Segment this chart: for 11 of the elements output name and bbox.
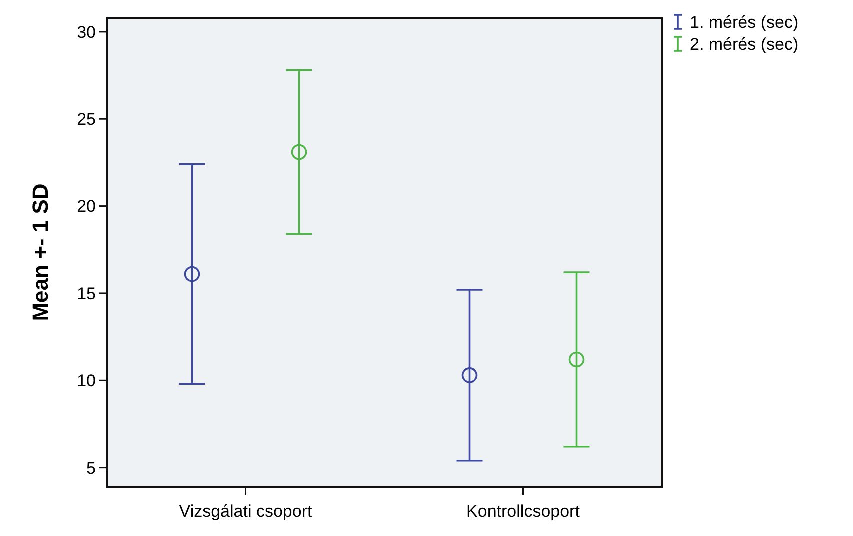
y-axis-title: Mean +- 1 SD: [28, 184, 53, 322]
y-tick-label: 15: [77, 284, 96, 304]
legend-label: 1. mérés (sec): [690, 12, 799, 32]
x-tick-label: Vizsgálati csoport: [179, 502, 312, 521]
y-tick-label: 10: [77, 372, 96, 391]
x-tick-label: Kontrollcsoport: [466, 502, 580, 521]
y-tick-label: 20: [77, 197, 96, 216]
legend-label: 2. mérés (sec): [690, 34, 799, 54]
y-tick-label: 25: [77, 110, 96, 130]
y-tick-label: 30: [77, 22, 96, 42]
y-tick-label: 5: [86, 458, 96, 478]
